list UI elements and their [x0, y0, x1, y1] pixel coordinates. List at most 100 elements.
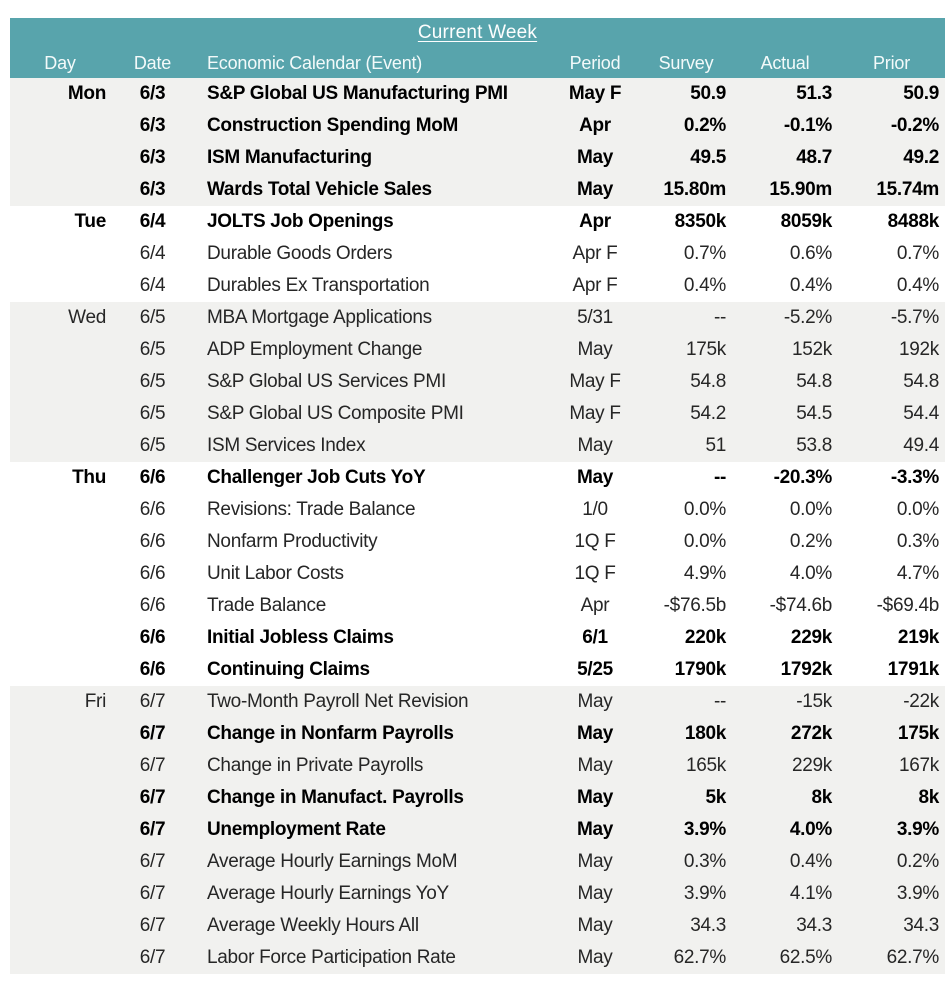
column-header-row: Day Date Economic Calendar (Event) Perio…: [10, 48, 945, 78]
event-cell: S&P Global US Services PMI: [207, 371, 446, 392]
event-cell: S&P Global US Manufacturing PMI: [207, 83, 508, 104]
date-cell: 6/5: [139, 435, 166, 456]
table-row: 6/5 ADP Employment Change May 175k 152k …: [10, 334, 945, 366]
table-row: Fri 6/7 Two-Month Payroll Net Revision M…: [10, 686, 945, 718]
table-row: 6/6 Trade Balance Apr -$76.5b -$74.6b -$…: [10, 590, 945, 622]
event-cell: Challenger Job Cuts YoY: [207, 467, 426, 488]
table-row: Mon 6/3 S&P Global US Manufacturing PMI …: [10, 78, 945, 110]
prior-cell: 49.2: [903, 147, 939, 168]
survey-cell: 54.8: [690, 371, 726, 392]
survey-cell: 50.9: [690, 83, 726, 104]
event-cell: Average Hourly Earnings YoY: [207, 883, 449, 904]
event-cell: JOLTS Job Openings: [207, 211, 394, 232]
period-cell: Apr: [580, 595, 610, 616]
event-cell: Average Hourly Earnings MoM: [207, 851, 458, 872]
column-header-survey: Survey: [658, 52, 714, 73]
prior-cell: 0.2%: [896, 851, 939, 872]
table-row: 6/6 Revisions: Trade Balance 1/0 0.0% 0.…: [10, 494, 945, 526]
survey-cell: 220k: [684, 627, 726, 648]
date-cell: 6/7: [139, 851, 166, 872]
prior-cell: -0.2%: [890, 115, 939, 136]
actual-cell: 0.4%: [789, 275, 832, 296]
period-cell: 1/0: [582, 499, 608, 520]
date-cell: 6/7: [139, 947, 166, 968]
date-cell: 6/7: [139, 723, 166, 744]
event-cell: Two-Month Payroll Net Revision: [207, 691, 469, 712]
date-cell: 6/7: [139, 755, 166, 776]
period-cell: May: [577, 339, 613, 360]
survey-cell: 4.9%: [683, 563, 726, 584]
table-row: 6/6 Nonfarm Productivity 1Q F 0.0% 0.2% …: [10, 526, 945, 558]
survey-cell: 54.2: [690, 403, 726, 424]
survey-cell: 0.3%: [683, 851, 726, 872]
actual-cell: 4.0%: [789, 563, 832, 584]
survey-cell: 0.4%: [683, 275, 726, 296]
date-cell: 6/7: [139, 787, 166, 808]
period-cell: Apr: [579, 211, 611, 232]
period-cell: May: [577, 915, 613, 936]
survey-cell: 5k: [705, 787, 726, 808]
table-row: 6/7 Average Weekly Hours All May 34.3 34…: [10, 910, 945, 942]
column-header-day: Day: [44, 52, 76, 73]
table-row: 6/7 Average Hourly Earnings YoY May 3.9%…: [10, 878, 945, 910]
actual-cell: 54.5: [796, 403, 832, 424]
table-title: Current Week: [417, 22, 538, 43]
event-cell: Trade Balance: [207, 595, 326, 616]
date-cell: 6/7: [139, 883, 166, 904]
date-cell: 6/6: [139, 563, 166, 584]
actual-cell: -0.1%: [783, 115, 832, 136]
actual-cell: 15.90m: [769, 179, 832, 200]
event-cell: Average Weekly Hours All: [207, 915, 419, 936]
survey-cell: 180k: [684, 723, 726, 744]
table-row: 6/7 Unemployment Rate May 3.9% 4.0% 3.9%: [10, 814, 945, 846]
survey-cell: --: [713, 467, 726, 488]
day-cell: Fri: [84, 691, 107, 712]
actual-cell: 4.0%: [789, 819, 832, 840]
period-cell: 1Q F: [574, 531, 616, 552]
date-cell: 6/5: [139, 371, 166, 392]
prior-cell: -$69.4b: [876, 595, 940, 616]
actual-cell: 4.1%: [789, 883, 832, 904]
prior-cell: 3.9%: [896, 819, 939, 840]
table-row: 6/6 Initial Jobless Claims 6/1 220k 229k…: [10, 622, 945, 654]
period-cell: May F: [569, 371, 621, 392]
period-cell: May: [576, 147, 614, 168]
table-row: 6/7 Change in Manufact. Payrolls May 5k …: [10, 782, 945, 814]
actual-cell: 272k: [790, 723, 832, 744]
prior-cell: 192k: [898, 339, 939, 360]
table-row: 6/5 S&P Global US Composite PMI May F 54…: [10, 398, 945, 430]
event-cell: S&P Global US Composite PMI: [207, 403, 464, 424]
period-cell: Apr F: [572, 243, 618, 264]
period-cell: May F: [568, 83, 622, 104]
table-row: 6/6 Continuing Claims 5/25 1790k 1792k 1…: [10, 654, 945, 686]
survey-cell: 49.5: [690, 147, 726, 168]
date-cell: 6/7: [139, 691, 166, 712]
economic-calendar-table: Current Week Day Date Economic Calendar …: [10, 18, 945, 974]
survey-cell: 3.9%: [683, 883, 726, 904]
column-header-period: Period: [569, 52, 621, 73]
date-cell: 6/3: [139, 115, 166, 136]
period-cell: May: [577, 883, 613, 904]
actual-cell: 53.8: [796, 435, 832, 456]
prior-cell: 0.7%: [896, 243, 939, 264]
date-cell: 6/6: [139, 531, 166, 552]
survey-cell: 8350k: [674, 211, 727, 232]
event-cell: Nonfarm Productivity: [207, 531, 378, 552]
event-cell: ISM Services Index: [207, 435, 366, 456]
prior-cell: 0.0%: [896, 499, 939, 520]
event-cell: Change in Manufact. Payrolls: [207, 787, 464, 808]
table-row: 6/7 Average Hourly Earnings MoM May 0.3%…: [10, 846, 945, 878]
period-cell: 6/1: [582, 627, 608, 648]
actual-cell: 0.4%: [789, 851, 832, 872]
actual-cell: -20.3%: [773, 467, 833, 488]
event-cell: Wards Total Vehicle Sales: [207, 179, 432, 200]
period-cell: May F: [569, 403, 621, 424]
actual-cell: 8059k: [780, 211, 833, 232]
actual-cell: 229k: [791, 755, 832, 776]
period-cell: May: [576, 819, 614, 840]
actual-cell: 54.8: [796, 371, 832, 392]
prior-cell: 49.4: [903, 435, 939, 456]
period-cell: May: [577, 947, 613, 968]
actual-cell: 48.7: [796, 147, 832, 168]
prior-cell: 175k: [897, 723, 939, 744]
